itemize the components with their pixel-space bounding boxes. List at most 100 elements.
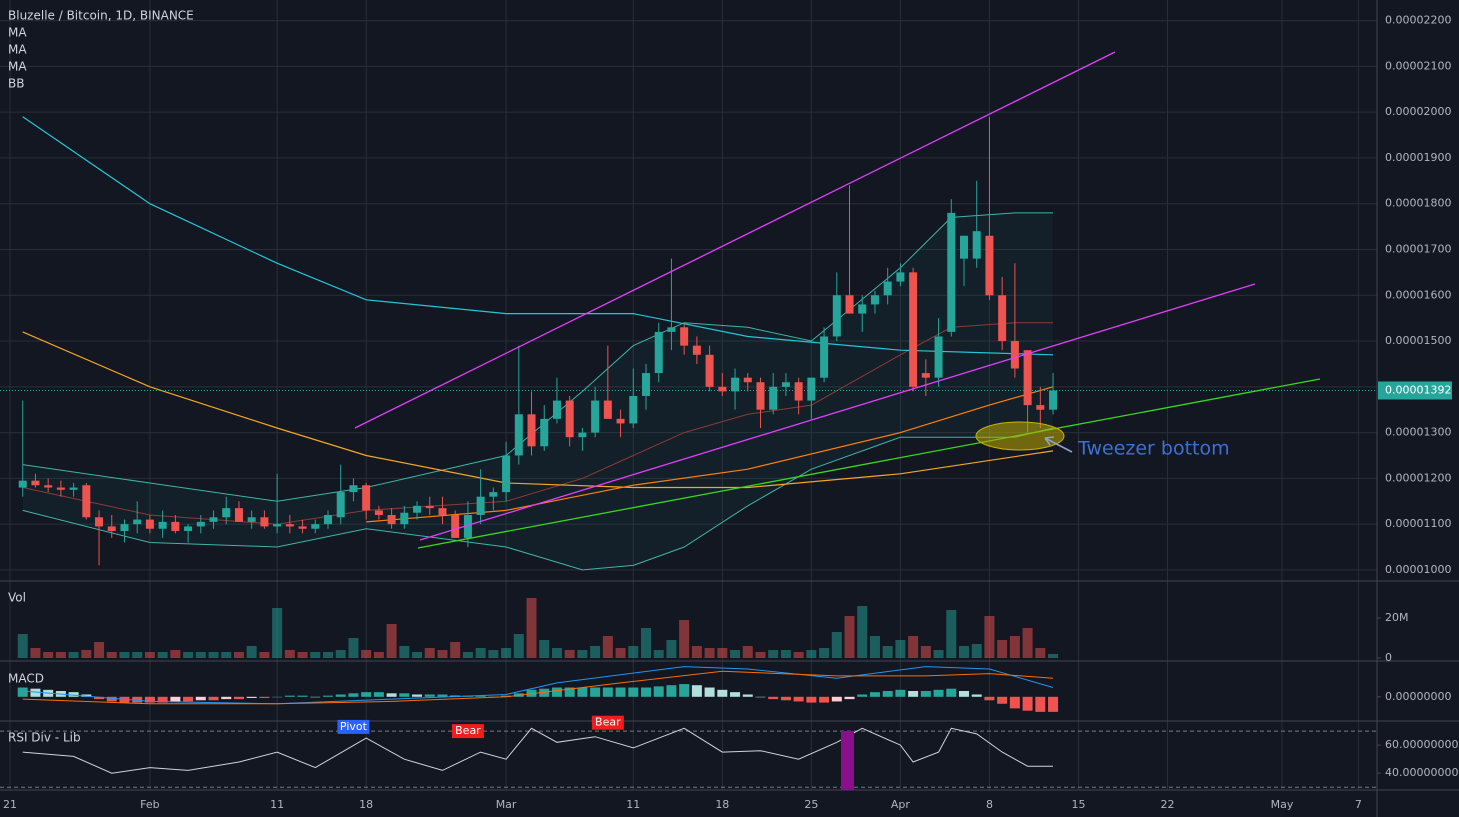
macd-histogram [946, 688, 957, 697]
macd-histogram [170, 696, 181, 702]
candle-body [756, 382, 765, 410]
candle-body [1049, 390, 1058, 410]
candle-body [858, 304, 867, 314]
candle-body [832, 295, 841, 337]
indicator-legend: MA [8, 60, 27, 74]
volume-bar [628, 646, 639, 658]
annotation: Tweezer bottom [1077, 438, 1230, 460]
macd-histogram [272, 696, 283, 698]
signal-label-box [337, 719, 370, 734]
volume-bar [933, 650, 944, 658]
macd-histogram [780, 696, 791, 701]
volume-bar [157, 652, 168, 658]
volume-bar [577, 650, 588, 658]
macd-histogram [1035, 696, 1046, 712]
volume-bar [43, 652, 54, 658]
volume-bar [1022, 628, 1033, 658]
candle-body [451, 514, 460, 538]
macd-histogram [221, 696, 232, 700]
macd-histogram [412, 694, 423, 697]
macd-histogram [908, 691, 919, 697]
macd-histogram [564, 687, 575, 697]
macd-histogram [195, 696, 206, 701]
volume-bar [297, 652, 308, 658]
candle-body [845, 295, 854, 314]
volume-bar [1048, 654, 1059, 658]
candle-body [807, 377, 816, 401]
volume-bar [310, 652, 321, 658]
macd-histogram [717, 689, 728, 697]
candle-body [502, 455, 511, 493]
macd-histogram [144, 696, 155, 703]
macd-histogram [348, 693, 359, 697]
candle-body [743, 377, 752, 383]
volume-bar [488, 650, 499, 658]
candle-body [1010, 341, 1019, 369]
macd-histogram [577, 687, 588, 697]
volume-bar [908, 636, 919, 658]
candle-body [960, 235, 968, 259]
macd-histogram [666, 685, 677, 697]
candle-body [234, 508, 243, 522]
candle-body [260, 517, 269, 527]
candle-body [527, 414, 536, 447]
candle-body [603, 400, 612, 419]
volume-bar [780, 650, 791, 658]
y-tick-label: 0.00000000 [1385, 690, 1451, 703]
candle-body [692, 345, 701, 355]
x-tick-label: Feb [140, 798, 159, 811]
candle-body [883, 281, 892, 296]
volume-bar [424, 648, 435, 658]
bb-basis [22, 322, 1053, 525]
candle-body [247, 517, 256, 522]
candle-body [820, 336, 829, 378]
last-price-label: 0.00001392 [1385, 383, 1451, 396]
macd-histogram [933, 689, 944, 697]
macd-histogram [997, 696, 1008, 704]
volume-bar [55, 652, 66, 658]
candle-body [769, 386, 778, 410]
volume-bar [170, 650, 181, 658]
candle-body [324, 514, 332, 525]
y-tick-label: 0.00002200 [1385, 14, 1451, 27]
candle-body [629, 395, 638, 424]
candle-body [794, 382, 803, 401]
candle-body [273, 524, 282, 527]
candle-body [705, 354, 714, 387]
candle-body [95, 517, 104, 527]
macd-histogram [831, 696, 842, 702]
x-tick-label: Apr [891, 798, 911, 811]
y-tick-label: 0.00001100 [1385, 517, 1451, 530]
volume-bar [590, 646, 601, 658]
candle-body [82, 485, 91, 518]
macd-histogram [882, 691, 893, 697]
x-tick-label: 11 [270, 798, 284, 811]
candle-body [896, 272, 905, 282]
macd-histogram [793, 696, 804, 702]
y-tick-label: 0.00001900 [1385, 151, 1451, 164]
candle-body [298, 526, 307, 529]
macd-histogram [30, 688, 41, 697]
candle-body [998, 295, 1007, 342]
macd-histogram [132, 696, 143, 703]
candle-body [184, 526, 193, 532]
candle-body [196, 521, 205, 527]
volume-bar [233, 652, 244, 658]
macd-histogram [183, 696, 194, 702]
candle-body [985, 235, 994, 296]
indicator-legend: MA [8, 43, 27, 57]
macd-histogram [704, 687, 715, 697]
volume-bar [602, 636, 613, 658]
y-tick-label: 0.00001600 [1385, 288, 1451, 301]
candle-body [158, 521, 167, 529]
volume-bar [984, 616, 995, 658]
macd-histogram [373, 692, 384, 697]
macd-histogram [755, 696, 766, 698]
candle-body [311, 524, 320, 529]
volume-bar [221, 652, 232, 658]
volume-bar [768, 650, 779, 658]
y-tick-label: 0.00001800 [1385, 197, 1451, 210]
candle-body [438, 508, 447, 515]
plot-layer: 21 Feb 11 18 Mar 11 18 25 Apr 8 15 22 May 7 0.00001000… [0, 14, 1458, 811]
